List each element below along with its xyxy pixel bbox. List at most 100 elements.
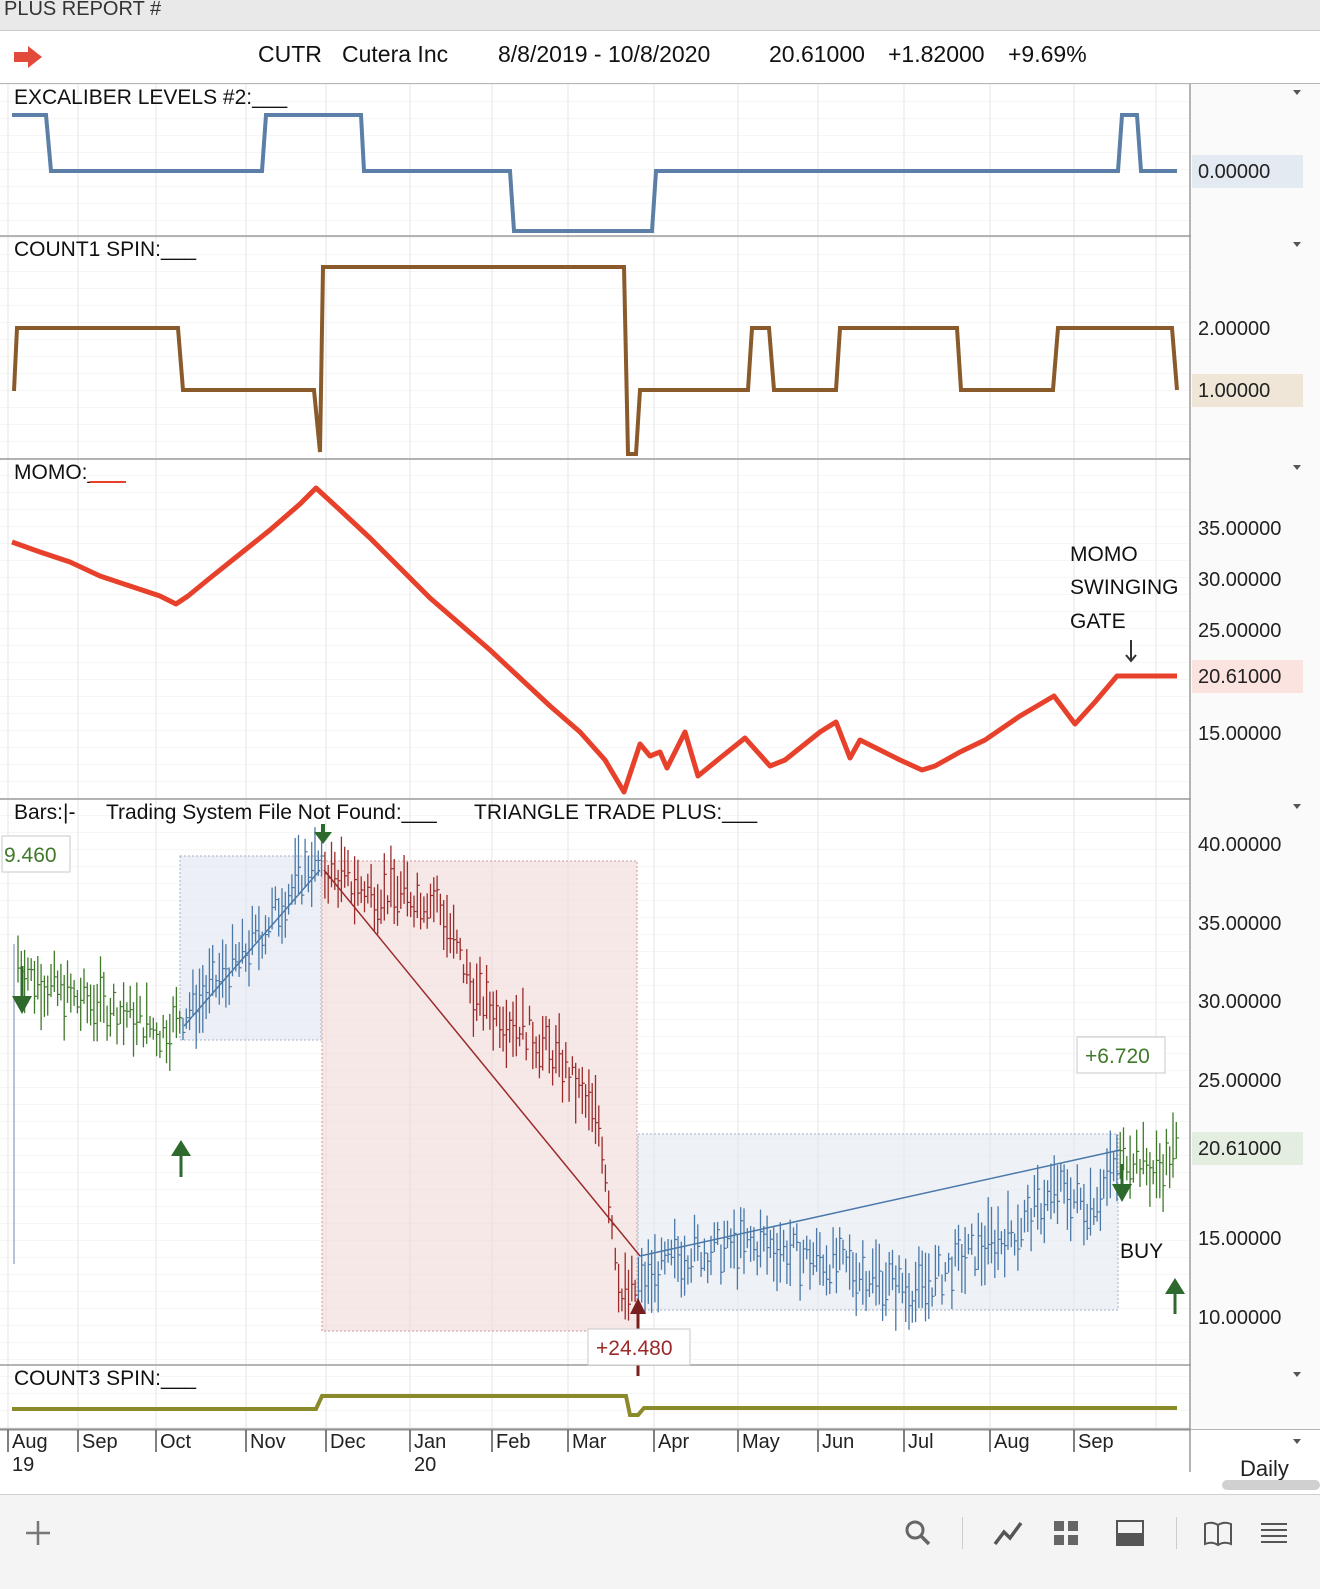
month-label: May <box>742 1431 780 1453</box>
price-axis[interactable] <box>1191 84 1320 1429</box>
year-label: 19 <box>12 1454 34 1476</box>
month-label: Mar <box>572 1431 607 1453</box>
excaliber-value-tag <box>1192 155 1303 188</box>
momo-annotation-line3: GATE <box>1070 610 1126 633</box>
month-label: Nov <box>250 1431 286 1453</box>
momo-annotation-line2: SWINGING <box>1070 576 1179 599</box>
momo-value-tag <box>1192 660 1303 693</box>
down-arrow-icon <box>1125 640 1137 663</box>
momo-title: MOMO:___ <box>14 461 123 484</box>
excaliber-line <box>12 113 1177 233</box>
window-title: PLUS REPORT # <box>4 0 162 20</box>
time-axis[interactable]: Aug Sep Oct Nov Dec Jan Feb Mar Apr May Jun Jul Aug S… <box>0 1429 1190 1476</box>
count3-panel: COUNT3 SPIN:___ <box>12 1367 1177 1417</box>
book-icon[interactable] <box>1198 1513 1238 1553</box>
price-bars <box>17 827 1179 1331</box>
short-trade-box <box>321 860 638 1332</box>
bars-value-tag <box>1192 1132 1303 1165</box>
chart-area[interactable]: EXCALIBER LEVELS #2:___ 0.00000 COUNT1 S… <box>0 84 1320 1499</box>
toolbar-divider <box>962 1517 963 1549</box>
excaliber-last-value: 0.00000 <box>1198 161 1270 183</box>
bars-tick-30: 30.00000 <box>1198 991 1281 1013</box>
trend-line-recovery <box>639 1149 1121 1257</box>
long-trade-box-2 <box>637 1133 1119 1311</box>
right-arrow-icon[interactable] <box>12 44 44 70</box>
down-arrow-icon <box>314 824 332 844</box>
momo-tick-35: 35.00000 <box>1198 518 1281 540</box>
date-range: 8/8/2019 - 10/8/2020 <box>498 41 711 67</box>
month-label: Dec <box>330 1431 366 1453</box>
month-label: Apr <box>658 1431 689 1453</box>
month-label: Sep <box>1078 1431 1114 1453</box>
count1-panel: COUNT1 SPIN:___ 2.00000 1.00000 <box>12 238 1303 456</box>
month-label: Oct <box>160 1431 192 1453</box>
toolbar-divider <box>1176 1517 1177 1549</box>
up-arrow-icon <box>1165 1278 1185 1314</box>
panel-menu-icons[interactable] <box>1293 90 1301 1444</box>
long-trade-box-1 <box>179 855 322 1041</box>
count1-tick-1: 1.00000 <box>1198 380 1270 402</box>
count1-title: COUNT1 SPIN:___ <box>14 238 196 261</box>
add-icon[interactable] <box>18 1513 58 1553</box>
symbol-text: CUTR <box>258 41 322 67</box>
month-label: Aug <box>994 1431 1030 1453</box>
short-profit-label: +24.480 <box>596 1337 673 1360</box>
month-label: Feb <box>496 1431 530 1453</box>
horizontal-scrollbar[interactable] <box>1222 1480 1320 1490</box>
bars-tick-15: 15.00000 <box>1198 1228 1281 1250</box>
momo-annotation-line1: MOMO <box>1070 543 1138 566</box>
company-name: Cutera Inc <box>342 41 449 67</box>
bars-last-value: 20.61000 <box>1198 1138 1281 1160</box>
long-profit-box <box>1076 1036 1166 1074</box>
bars-panel: Bars:|- Trading System File Not Found:__… <box>1 801 1303 1376</box>
line-chart-icon[interactable] <box>988 1513 1028 1553</box>
interval-selector[interactable]: Daily <box>1240 1456 1289 1481</box>
short-profit-box <box>587 1328 691 1366</box>
chart-svg[interactable]: EXCALIBER LEVELS #2:___ 0.00000 COUNT1 S… <box>0 84 1320 1494</box>
menu-icon[interactable] <box>1254 1513 1294 1553</box>
month-label: Jul <box>908 1431 934 1453</box>
grid-icon[interactable] <box>1046 1513 1086 1553</box>
bottom-toolbar <box>0 1494 1320 1589</box>
momo-panel: MOMO:___ MOMO SWINGING GATE 35.00000 30.… <box>11 461 1303 795</box>
window-titlebar: PLUS REPORT # <box>0 0 1320 31</box>
triangle-trade-title: TRIANGLE TRADE PLUS:___ <box>474 801 758 824</box>
momo-tick-25: 25.00000 <box>1198 620 1281 642</box>
bars-title: Bars:|- <box>14 801 75 824</box>
trading-system-title: Trading System File Not Found:___ <box>106 801 437 824</box>
trend-line-down <box>323 869 641 1257</box>
month-label: Jan <box>414 1431 446 1453</box>
momo-last-value: 20.61000 <box>1198 666 1281 688</box>
bars-tick-40: 40.00000 <box>1198 834 1281 856</box>
price-change: +1.82000 <box>888 41 985 67</box>
entry-price-box <box>1 835 71 873</box>
entry-price-label: 9.460 <box>4 844 57 867</box>
month-label: Jun <box>822 1431 854 1453</box>
count1-value-tag <box>1192 374 1303 407</box>
count3-title: COUNT3 SPIN:___ <box>14 1367 196 1390</box>
long-profit-label: +6.720 <box>1085 1045 1150 1068</box>
down-arrow-icon <box>1112 1164 1132 1202</box>
buy-label: BUY <box>1120 1240 1163 1263</box>
up-arrow-icon <box>171 1140 191 1177</box>
count1-line <box>12 265 1179 456</box>
bars-tick-25: 25.00000 <box>1198 1070 1281 1092</box>
last-price: 20.61000 <box>769 41 865 67</box>
search-icon[interactable] <box>898 1513 938 1553</box>
excaliber-panel: EXCALIBER LEVELS #2:___ 0.00000 <box>12 86 1303 233</box>
count1-tick-2: 2.00000 <box>1198 318 1270 340</box>
bars-tick-35: 35.00000 <box>1198 913 1281 935</box>
symbol-header: CUTR Cutera Inc 8/8/2019 - 10/8/2020 20.… <box>0 31 1320 84</box>
excaliber-title: EXCALIBER LEVELS #2:___ <box>14 86 287 109</box>
count3-line <box>12 1394 1177 1417</box>
price-change-percent: +9.69% <box>1008 41 1087 67</box>
month-label: Aug <box>12 1431 48 1453</box>
month-label: Sep <box>82 1431 118 1453</box>
panel-layout-icon[interactable] <box>1110 1513 1150 1553</box>
bars-tick-10: 10.00000 <box>1198 1307 1281 1329</box>
down-arrow-icon <box>12 966 32 1014</box>
momo-tick-15: 15.00000 <box>1198 723 1281 745</box>
year-label: 20 <box>414 1454 436 1476</box>
momo-tick-30: 30.00000 <box>1198 569 1281 591</box>
momo-line <box>11 485 1177 795</box>
